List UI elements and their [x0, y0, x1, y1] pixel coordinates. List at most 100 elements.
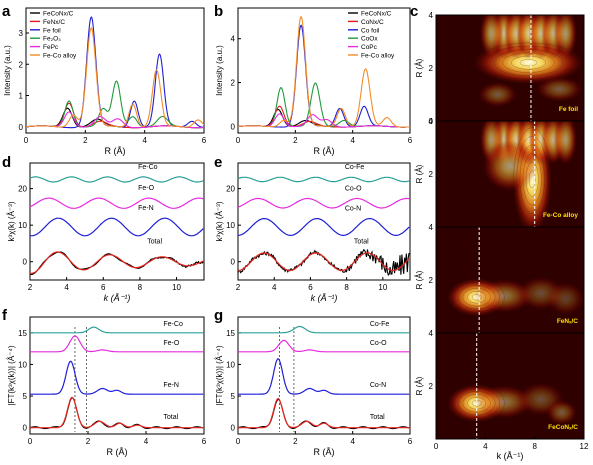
contour-ring	[519, 144, 545, 214]
x-tick-label: 0	[28, 437, 33, 446]
fit-line-f-1	[30, 335, 204, 353]
x-tick-label: 6	[308, 283, 313, 292]
contour-ring	[476, 42, 581, 83]
fit-line-g-0	[238, 325, 410, 334]
plot-frame-a	[25, 7, 205, 134]
wavelet-intensity	[479, 15, 504, 59]
contour-ring	[525, 161, 539, 197]
wavelet-intensity	[477, 81, 518, 108]
panel-letter-e: e	[214, 154, 222, 171]
x-tick-label: 4	[144, 437, 149, 446]
x-tick-label: 4	[142, 136, 147, 145]
panel-letter-d: d	[2, 154, 11, 171]
legend-label-a: Fe foil	[43, 27, 61, 34]
x-axis-label: k (Å⁻¹)	[104, 293, 131, 303]
x-tick-label: 6	[101, 283, 106, 292]
y-axis-label: |FT(k³χ(k))| (Å⁻⁴)	[215, 345, 224, 405]
plot-frame-b	[237, 7, 411, 134]
wavelet-y-tick: 4	[429, 11, 434, 20]
x-tick-label: 2	[293, 437, 298, 446]
panel-letter-g: g	[214, 307, 223, 324]
contour-ring	[453, 282, 501, 313]
x-tick-label: 2	[83, 136, 88, 145]
series-line-b-5	[238, 15, 410, 128]
wavelet-x-tick-label: 0	[434, 442, 439, 451]
fit-line-d-0	[29, 176, 204, 183]
contour-ring	[471, 294, 482, 301]
series-line-b-2	[238, 24, 410, 128]
x-tick-label: 4	[350, 136, 355, 145]
path-label-e: Co-N	[345, 206, 361, 213]
y-tick-label: 0	[23, 424, 28, 433]
fit-line-d-2	[29, 217, 204, 237]
contour-ring	[522, 153, 542, 206]
path-label-d: Fe-N	[138, 205, 154, 212]
wavelet-x-label: k (Å⁻¹)	[497, 451, 524, 461]
wavelet-x-tick-label: 4	[483, 442, 488, 451]
y-tick-label: 0	[19, 123, 24, 132]
wavelet-y-tick: 0	[429, 117, 434, 126]
x-tick-label: 4	[272, 283, 277, 292]
contour-ring	[516, 136, 548, 223]
contour-ring	[467, 291, 487, 304]
wavelet-y-tick: 2	[429, 276, 434, 285]
wavelet-panel-0	[436, 15, 584, 121]
legend-label-a: FePc	[43, 44, 59, 51]
fit-line-f-2	[30, 360, 204, 395]
panel-letter-c: c	[410, 3, 418, 20]
wavelet-x-tick-label: 12	[580, 442, 589, 451]
x-axis-label: R (Å)	[107, 447, 128, 457]
x-axis-label: R (Å)	[314, 447, 335, 457]
plot-frame-g	[237, 316, 411, 435]
wavelet-intensity	[535, 76, 584, 102]
x-tick-label: 8	[344, 283, 349, 292]
y-axis-label: |FT(k³χ(k))| (Å⁻⁴)	[7, 345, 16, 405]
legend-label-b: CoPc	[361, 44, 378, 51]
x-tick-label: 2	[236, 283, 241, 292]
wavelet-y-label: R (Å)	[415, 58, 424, 77]
path-label-e: Co-Fe	[345, 164, 365, 171]
x-tick-label: 6	[408, 136, 413, 145]
fit-line-f-3	[30, 396, 204, 429]
wavelet-y-label: R (Å)	[415, 376, 424, 395]
y-tick-label: 0	[231, 122, 236, 131]
panel-letter-f: f	[2, 307, 8, 324]
series-line-b-1	[238, 105, 410, 128]
y-tick-label: 20	[18, 185, 27, 194]
panel-letter-a: a	[2, 3, 11, 20]
contour-ring	[502, 52, 555, 73]
x-tick-label: 6	[202, 437, 207, 446]
path-label-d: Fe-O	[138, 185, 155, 192]
wavelet-x-tick-label: 8	[532, 442, 537, 451]
y-tick-label: 4	[231, 35, 236, 44]
wavelet-intensity	[546, 399, 578, 426]
x-tick-label: 4	[64, 283, 69, 292]
plot-frame-f	[29, 316, 205, 435]
x-tick-label: 4	[350, 437, 355, 446]
y-tick-label: 10	[18, 360, 27, 369]
y-tick-label: 5	[231, 392, 236, 401]
y-tick-label: 5	[23, 392, 28, 401]
panel-letter-b: b	[214, 3, 223, 20]
y-tick-label: 10	[226, 221, 235, 230]
wavelet-panel-label: Fe foil	[559, 106, 578, 113]
wavelet-y-label: R (Å)	[415, 270, 424, 289]
wavelet-panel-1	[436, 121, 584, 227]
path-label-e: Co-O	[345, 185, 362, 192]
x-axis-label: R (Å)	[105, 146, 126, 156]
contour-ring	[519, 59, 538, 67]
contour-ring	[462, 288, 491, 307]
x-tick-label: 0	[24, 136, 29, 145]
series-line-a-0	[26, 107, 204, 129]
series-group-a	[26, 16, 204, 129]
x-tick-label: 0	[236, 437, 241, 446]
path-label-f: Fe-Co	[163, 321, 183, 328]
series-line-a-5	[26, 27, 204, 128]
x-tick-label: 2	[86, 437, 91, 446]
wavelet-y-tick: 2	[429, 170, 434, 179]
path-label-g: Total	[370, 414, 385, 421]
wavelet-y-tick: 4	[429, 117, 434, 126]
wavelet-y-tick: 2	[429, 64, 434, 73]
wavelet-y-tick: 2	[429, 382, 434, 391]
